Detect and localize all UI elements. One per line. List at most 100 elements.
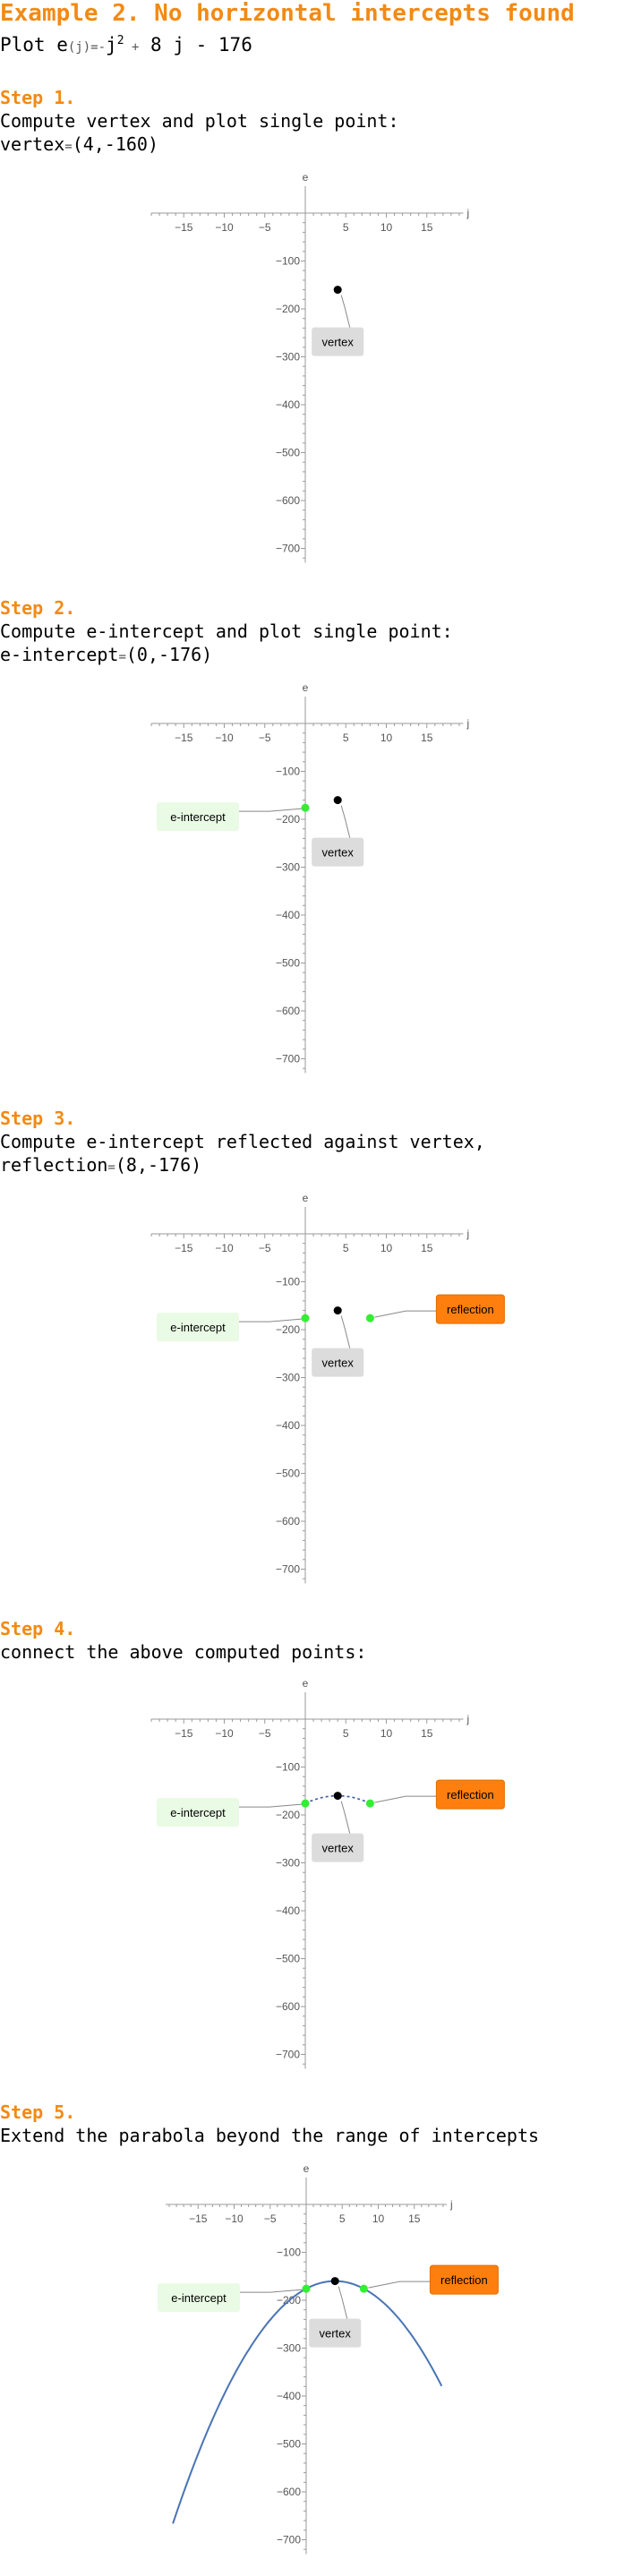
step-result: e-intercept=(0,-176) bbox=[0, 643, 453, 669]
vertex-point bbox=[333, 286, 342, 295]
y-tick-label: −600 bbox=[277, 2486, 301, 2498]
result-value: (4,-160) bbox=[72, 133, 159, 155]
reflection-label: reflection bbox=[447, 1303, 494, 1316]
vertex-label: vertex bbox=[321, 1356, 354, 1370]
y-axis-label: e bbox=[303, 171, 309, 184]
chart-step-4: j e −15 −10 −5 5 10 15 −100 −200 −300 −400 −500 −600 −… bbox=[150, 1677, 505, 2069]
result-value: (0,-176) bbox=[125, 644, 213, 665]
x-tick-label: 5 bbox=[343, 1727, 349, 1740]
page-title: Example 2. No horizontal intercepts foun… bbox=[0, 0, 575, 27]
vertex-label-box bbox=[312, 327, 364, 356]
y-tick-label: −200 bbox=[276, 1809, 300, 1821]
plot-plus: + bbox=[131, 40, 140, 55]
y-tick-label: −600 bbox=[276, 2000, 300, 2013]
y-tick-label: −300 bbox=[276, 1372, 300, 1384]
vertex-label: vertex bbox=[321, 846, 354, 860]
y-tick-label: −400 bbox=[276, 1419, 300, 1432]
step-result: vertex=(4,-160) bbox=[0, 133, 399, 158]
x-tick-label: −15 bbox=[175, 221, 193, 234]
vertex-leader-line bbox=[338, 2286, 348, 2321]
x-tick-label: 15 bbox=[421, 1242, 433, 1254]
chart-step-5: je−15 −10 −5 5 10 15−100−200−300−400−500−600−… bbox=[158, 2162, 499, 2555]
step-description: connect the above computed points: bbox=[0, 1641, 367, 1663]
x-tick-label: 15 bbox=[421, 1727, 433, 1740]
y-tick-label: −500 bbox=[276, 447, 300, 459]
y-tick-label: −700 bbox=[276, 2049, 300, 2061]
y-tick-label: −600 bbox=[276, 1005, 300, 1017]
y-tick-label: −500 bbox=[276, 1953, 300, 1965]
result-eq: = bbox=[118, 650, 126, 664]
x-tick-label: −10 bbox=[225, 2212, 244, 2225]
intercept-point bbox=[301, 803, 310, 812]
y-tick-label: −700 bbox=[276, 1563, 300, 1576]
x-axis-label: j bbox=[466, 207, 469, 219]
y-tick-label: −400 bbox=[277, 2390, 301, 2402]
x-tick-label: −15 bbox=[189, 2212, 208, 2225]
x-tick-label: −10 bbox=[215, 732, 234, 744]
intercept-leader-line bbox=[239, 1318, 303, 1322]
step-description: Extend the parabola beyond the range of … bbox=[0, 2125, 540, 2146]
result-name: reflection bbox=[0, 1154, 108, 1176]
x-tick-label: 10 bbox=[380, 1242, 393, 1254]
plot-equation: Plot e(j)=-j2 + 8 j - 176 bbox=[0, 34, 252, 56]
chart-step-2: j e −15 −10 −5 5 10 15 −100 −200 −300 −400 −500 −600 −… bbox=[150, 681, 469, 1074]
reflection-point bbox=[365, 1799, 374, 1808]
vertex-point bbox=[330, 2277, 339, 2286]
y-tick-label: −700 bbox=[276, 543, 300, 555]
x-tick-label: 5 bbox=[343, 221, 349, 234]
y-tick-label: −400 bbox=[276, 398, 300, 411]
vertex-leader-line bbox=[340, 1315, 351, 1350]
y-tick-label: −200 bbox=[276, 303, 300, 315]
y-axis-label: e bbox=[303, 1192, 309, 1204]
intercept-point bbox=[301, 1799, 310, 1808]
y-tick-label: −300 bbox=[276, 351, 300, 364]
y-tick-label: −600 bbox=[276, 1515, 300, 1528]
reflection-leader-line bbox=[368, 2281, 431, 2289]
y-tick-label: −700 bbox=[277, 2534, 301, 2546]
y-tick-label: −400 bbox=[276, 909, 300, 921]
vertex-label: vertex bbox=[321, 336, 354, 349]
step-3: Step 3. Compute e-intercept reflected ag… bbox=[0, 1107, 485, 1179]
x-tick-label: −5 bbox=[259, 732, 271, 744]
reflection-label: reflection bbox=[440, 2273, 488, 2287]
y-tick-label: −100 bbox=[277, 2247, 301, 2259]
intercept-label-box bbox=[157, 802, 239, 832]
intercept-leader-line bbox=[239, 808, 303, 812]
vertex-point bbox=[333, 1306, 342, 1315]
plot-prefix: Plot e bbox=[0, 34, 68, 56]
step-label: Step 5. bbox=[0, 2101, 76, 2123]
y-tick-label: −300 bbox=[276, 1857, 300, 1870]
x-tick-label: −15 bbox=[175, 732, 193, 744]
x-tick-label: 10 bbox=[380, 221, 393, 234]
x-tick-label: −15 bbox=[175, 1727, 193, 1740]
x-tick-label: 10 bbox=[380, 1727, 393, 1740]
parabola-curve bbox=[172, 2280, 443, 2524]
step-label: Step 1. bbox=[0, 87, 76, 108]
vertex-label-box bbox=[312, 1348, 364, 1377]
y-tick-label: −700 bbox=[276, 1053, 300, 1065]
y-tick-label: −300 bbox=[277, 2342, 301, 2355]
x-tick-label: −5 bbox=[264, 2212, 277, 2225]
y-tick-label: −500 bbox=[276, 957, 300, 970]
intercept-label: e-intercept bbox=[170, 1321, 226, 1334]
x-axis-label: j bbox=[466, 717, 469, 730]
step-label: Step 2. bbox=[0, 597, 76, 619]
y-tick-label: −100 bbox=[276, 1761, 300, 1774]
vertex-label-box bbox=[309, 2318, 362, 2348]
x-tick-label: −15 bbox=[175, 1242, 193, 1254]
plot-eq: = bbox=[90, 40, 98, 55]
vertex-label-box bbox=[312, 1833, 364, 1862]
y-tick-label: −200 bbox=[276, 813, 300, 826]
reflection-label-box bbox=[435, 1294, 505, 1324]
intercept-point bbox=[302, 2284, 311, 2293]
y-tick-label: −300 bbox=[276, 861, 300, 874]
x-tick-label: 10 bbox=[372, 2212, 385, 2225]
plot-var: j bbox=[106, 34, 117, 56]
y-axis-label: e bbox=[303, 2162, 310, 2175]
vertex-label-box bbox=[312, 837, 364, 867]
vertex-label: vertex bbox=[321, 1842, 354, 1855]
x-axis-label: j bbox=[466, 1228, 469, 1240]
step-1: Step 1. Compute vertex and plot single p… bbox=[0, 86, 399, 158]
plot-exponent: 2 bbox=[116, 34, 124, 47]
x-tick-label: 5 bbox=[339, 2212, 346, 2225]
